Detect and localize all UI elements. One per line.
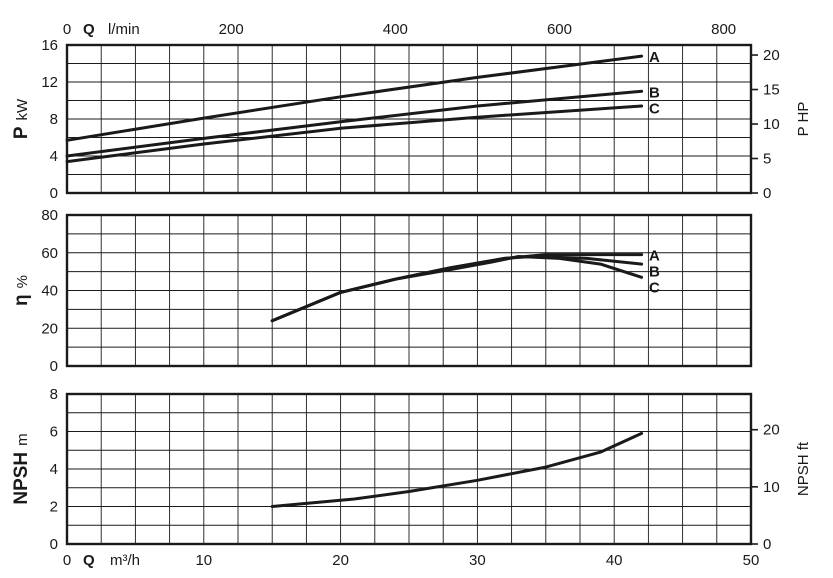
x-tick-label: 40: [606, 552, 623, 569]
x-tick-label: 10: [195, 552, 212, 569]
top-axis-tick-label: 400: [383, 21, 408, 38]
y-axis-label: NPSH m: [11, 433, 32, 504]
y-tick-label: 80: [41, 207, 58, 224]
y-tick-label: 20: [41, 320, 58, 337]
top-axis-label-unit: l/min: [108, 21, 140, 38]
power-chart-panel: 0 4 8 12 16 PkW 0 5 10 15 20 P HP 0 200 400 600 800 Q l/mi…: [11, 21, 812, 202]
curve-label-a: A: [649, 49, 660, 66]
y-tick-label: 0: [50, 536, 58, 553]
y-tick-label: 16: [41, 37, 58, 54]
y-tick-label: 8: [50, 111, 58, 128]
curve-label-a: A: [649, 248, 660, 265]
curve-label-b: B: [649, 84, 660, 101]
curve-label-b: B: [649, 264, 660, 281]
top-axis-tick-label: 0: [63, 21, 71, 38]
y-tick-label: 60: [41, 245, 58, 262]
y2-tick-label: 15: [763, 82, 780, 99]
y-tick-label: 0: [50, 185, 58, 202]
curve-b: [270, 255, 644, 323]
y-axis-label: PkW: [11, 98, 32, 139]
plot-frame: [65, 392, 753, 546]
y-axis-label-symbol: NPSH: [11, 452, 32, 505]
y-axis-label: η%: [11, 275, 32, 306]
y-tick-label: 40: [41, 283, 58, 300]
y2-tick-label: 0: [763, 185, 771, 202]
y-tick-label: 0: [50, 358, 58, 375]
y-tick-label: 4: [50, 148, 58, 165]
plot-frame: [65, 213, 753, 368]
x-tick-label: 0: [63, 552, 71, 569]
y2-tick-label: 0: [763, 536, 771, 553]
top-axis-tick-label: 600: [547, 21, 572, 38]
y-tick-label: 8: [50, 386, 58, 403]
curve-a: [65, 54, 644, 142]
top-axis-tick-label: 200: [219, 21, 244, 38]
plot-frame: [65, 43, 753, 195]
top-axis-label-symbol: Q: [83, 21, 95, 38]
y-tick-label: 12: [41, 74, 58, 91]
y-tick-label: 4: [50, 461, 58, 478]
curve-c: [270, 255, 644, 323]
curve-npsh: [270, 431, 644, 508]
y-axis-label-unit: kW: [14, 98, 31, 121]
y-tick-label: 2: [50, 499, 58, 516]
y2-tick-label: 20: [763, 47, 780, 64]
curve-c: [65, 104, 644, 164]
x-tick-label: 20: [332, 552, 349, 569]
y2-axis-label: P HP: [795, 102, 812, 137]
x-axis-label-unit: m³/h: [110, 552, 140, 569]
efficiency-chart-panel: 0 20 40 60 80 η% ABC: [11, 207, 753, 375]
y2-tick-label: 10: [763, 116, 780, 133]
y2-tick-label: 20: [763, 422, 780, 439]
y2-tick-label: 10: [763, 479, 780, 496]
curve-label-c: C: [649, 280, 660, 297]
curve-label-c: C: [649, 100, 660, 117]
y2-axis-label: NPSH ft: [795, 441, 812, 496]
x-tick-label: 30: [469, 552, 486, 569]
y2-tick-label: 5: [763, 151, 771, 168]
curve-b: [65, 89, 644, 158]
y-axis-label-unit: m: [14, 433, 31, 446]
y-axis-label-symbol: P: [11, 126, 32, 139]
x-tick-label: 50: [743, 552, 760, 569]
curve-a: [270, 253, 644, 323]
y-tick-label: 6: [50, 424, 58, 441]
y-axis-label-symbol: η: [11, 294, 32, 306]
npsh-chart-panel: 0 2 4 6 8 NPSH m 0 10 20 NPSH ft 0 10 20 30 40 50 Q m³/h: [11, 386, 812, 569]
y-axis-label-unit: %: [14, 275, 31, 288]
x-axis-label-symbol: Q: [83, 552, 95, 569]
top-axis-tick-label: 800: [711, 21, 736, 38]
